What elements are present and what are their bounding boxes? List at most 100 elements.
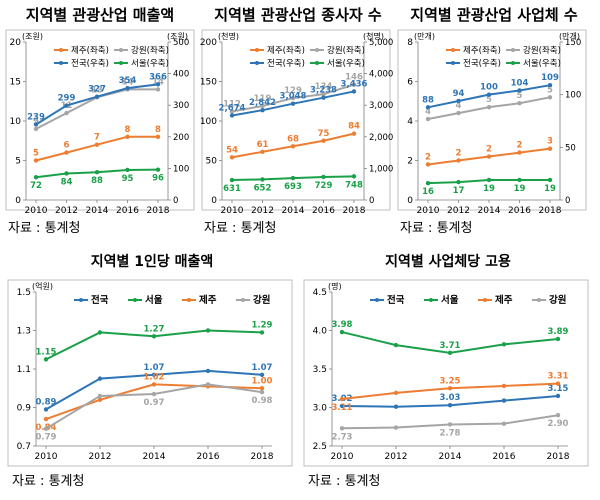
series-0: 5 6 7 8 8 [33, 125, 161, 163]
data-point [64, 171, 69, 176]
source-note-2: 자료 : 통계청 [204, 221, 277, 236]
right-tick-label: 4,000 [369, 70, 393, 80]
data-point [447, 386, 453, 391]
chart-c4: 지역별 1인당 매출액 (억원) 0.7 0.9 1.1 1.3 1.5 2010 2012 20… [7, 253, 293, 467]
legend-marker [315, 61, 319, 65]
x-tick-label: 2012 [251, 206, 274, 216]
left-tick-label: 3.5 [313, 365, 327, 375]
left-tick-label: 0.7 [17, 442, 31, 452]
data-label: 84 [348, 122, 360, 132]
data-point [229, 177, 235, 183]
left-tick-label: 0.9 [17, 404, 32, 414]
data-label: 19 [483, 184, 495, 194]
data-point [425, 116, 431, 122]
data-point [393, 390, 399, 396]
legend-marker [483, 298, 487, 302]
data-label: 68 [287, 134, 299, 144]
data-point [456, 98, 461, 104]
legend-label: 전국 [387, 294, 405, 306]
data-label: 2.90 [548, 419, 569, 429]
legend-label: 제주 [495, 294, 513, 306]
data-point [64, 103, 69, 108]
left-tick-label: 200 [200, 38, 217, 48]
data-label: 1.27 [144, 324, 165, 334]
legend-marker [187, 298, 191, 302]
series-3: 72 84 88 95 96 [30, 167, 164, 191]
data-point [425, 162, 431, 167]
legend-marker [59, 48, 63, 52]
left-tick-label: 15 [10, 78, 21, 88]
chart-frame [5, 29, 195, 211]
data-label: 693 [284, 182, 302, 192]
data-point [94, 142, 100, 147]
data-label: 354 [119, 76, 137, 86]
x-tick-label: 2018 [343, 206, 366, 216]
x-tick-label: 2014 [143, 452, 166, 462]
data-label: 3.31 [548, 372, 569, 382]
legend-label: 제주(좌축) [463, 46, 501, 56]
data-point [205, 328, 211, 333]
legend-label: 제주(좌축) [267, 46, 305, 56]
left-unit-label: (명) [328, 281, 342, 291]
series-2: 3.11 3.25 3.31 [332, 372, 569, 413]
left-tick-label: 5 [15, 157, 21, 167]
data-label: 3.25 [440, 376, 461, 386]
data-label: 6 [64, 141, 70, 151]
series-0: 54 61 68 75 84 [226, 122, 360, 160]
data-label: 119 [254, 94, 272, 104]
data-point [501, 398, 507, 403]
data-label: 1.00 [252, 376, 273, 386]
data-label: 3.98 [332, 320, 353, 330]
right-tick-label: 3,000 [369, 101, 393, 111]
left-tick-label: 1.1 [17, 365, 31, 375]
data-point [260, 177, 265, 182]
data-point [447, 350, 453, 356]
legend-marker [119, 48, 123, 52]
legend-label: 제주 [199, 294, 217, 306]
data-point [290, 144, 296, 149]
legend-marker [315, 48, 319, 52]
data-point [555, 381, 561, 386]
series-2: 239 299 327 354 366 [27, 72, 167, 127]
left-tick-label: 20 [10, 38, 22, 48]
data-label: 8 [155, 125, 161, 135]
series-0: 0.89 1.07 1.07 [36, 363, 273, 412]
data-point [43, 426, 49, 431]
data-label: 84 [61, 177, 73, 187]
data-point [125, 134, 130, 139]
data-point [151, 334, 157, 339]
x-tick-label: 2018 [251, 452, 274, 462]
data-point [97, 330, 103, 335]
data-point [64, 110, 69, 116]
series-3: 16 17 19 19 19 [422, 177, 556, 197]
legend-label: 강원(좌축) [131, 45, 169, 56]
legend-marker [537, 298, 541, 302]
data-label: 9 [33, 117, 39, 127]
data-label: 2 [486, 145, 492, 155]
data-label: 100 [480, 83, 498, 93]
data-point [97, 376, 103, 381]
data-label: 3.71 [440, 341, 461, 351]
data-label: 19 [544, 184, 556, 194]
data-label: 748 [345, 180, 363, 190]
data-label: 3 [547, 137, 553, 147]
data-label: 5 [33, 149, 39, 159]
data-point [547, 82, 553, 88]
left-tick-label: 2 [407, 157, 413, 167]
data-point [151, 391, 157, 397]
data-point [351, 174, 357, 179]
data-point [456, 110, 461, 116]
legend-label: 강원(좌축) [523, 45, 561, 56]
data-label: 5 [547, 85, 553, 95]
left-tick-label: 4.5 [313, 288, 327, 298]
data-point [43, 407, 49, 412]
data-label: 0.89 [36, 397, 57, 407]
data-point [33, 158, 39, 163]
left-tick-label: 50 [206, 157, 218, 167]
x-tick-label: 2014 [86, 206, 109, 216]
right-tick-label: 50 [565, 143, 576, 153]
legend-label: 서울 [441, 294, 459, 306]
left-tick-label: 100 [200, 117, 217, 127]
chart-title: 지역별 사업체당 고용 [385, 253, 511, 270]
legend-label: 전국(우축) [463, 58, 501, 69]
